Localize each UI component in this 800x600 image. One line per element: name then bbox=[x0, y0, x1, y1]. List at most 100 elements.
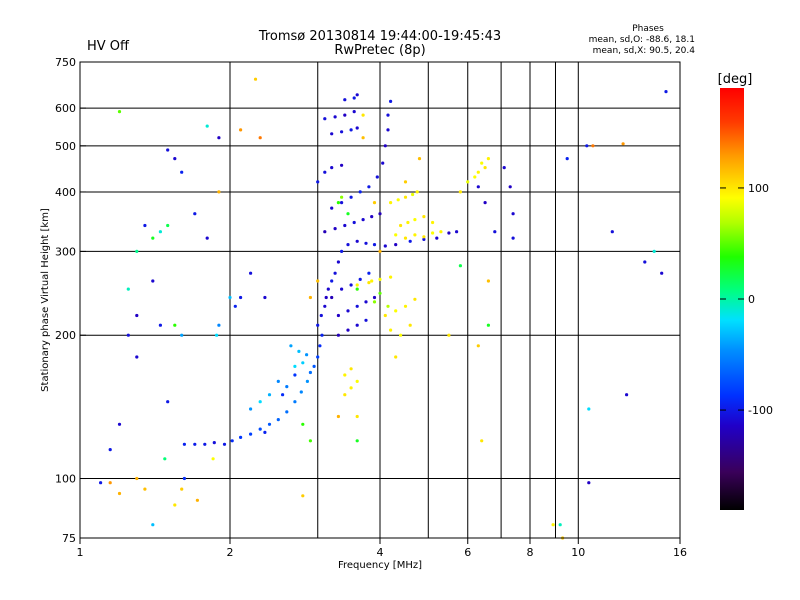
data-point-scatter bbox=[346, 212, 350, 216]
data-point-x bbox=[403, 236, 408, 240]
data-point-o bbox=[323, 117, 327, 121]
data-point-o bbox=[349, 283, 353, 287]
x-tick-label: 1 bbox=[77, 546, 84, 559]
x-tick-label: 2 bbox=[227, 546, 234, 559]
data-point-o bbox=[135, 355, 139, 359]
data-point-x bbox=[143, 487, 147, 491]
data-point-x bbox=[108, 481, 112, 485]
data-point-x bbox=[355, 283, 359, 287]
y-tick-label: 500 bbox=[55, 140, 76, 153]
data-point-o bbox=[293, 400, 297, 404]
data-point-o bbox=[383, 144, 387, 148]
data-point-o bbox=[343, 223, 347, 228]
data-point-o bbox=[372, 295, 377, 300]
data-point-o bbox=[447, 231, 451, 235]
data-point-o bbox=[372, 243, 377, 247]
data-point-o bbox=[323, 304, 327, 308]
y-tick-label: 750 bbox=[55, 56, 76, 69]
data-point-o bbox=[333, 115, 337, 119]
data-point-x bbox=[422, 215, 426, 219]
data-point-o bbox=[358, 190, 362, 194]
stats-o-line: mean, sd,O: -88.6, 18.1 bbox=[589, 35, 695, 45]
data-point-scatter bbox=[166, 223, 170, 228]
data-point-o bbox=[173, 157, 177, 161]
data-point-x bbox=[355, 379, 359, 383]
data-point-x bbox=[399, 333, 403, 337]
data-point-x bbox=[403, 195, 408, 199]
data-point-o bbox=[330, 166, 334, 170]
data-point-x bbox=[349, 367, 353, 371]
data-point-x bbox=[383, 313, 387, 318]
data-point-x bbox=[591, 144, 595, 148]
data-point-o bbox=[233, 304, 237, 308]
data-point-o bbox=[330, 279, 334, 283]
y-tick-label: 100 bbox=[55, 473, 76, 486]
data-point-x bbox=[466, 180, 470, 184]
data-point-o bbox=[336, 313, 340, 318]
data-point-x bbox=[361, 136, 365, 140]
data-point-scatter bbox=[249, 407, 253, 411]
data-point-x bbox=[308, 295, 312, 300]
colorbar-ticks: 100 0 -100 bbox=[720, 182, 773, 417]
data-point-o bbox=[343, 113, 347, 117]
data-point-o bbox=[386, 113, 390, 117]
data-point-scatter bbox=[173, 323, 177, 327]
data-point-o bbox=[340, 163, 344, 167]
data-point-scatter bbox=[340, 195, 344, 199]
data-point-x bbox=[406, 220, 410, 225]
data-point-o bbox=[222, 442, 227, 446]
data-point-o bbox=[193, 442, 197, 446]
x-axis-ticks: 1 2 4 6 8 10 16 bbox=[77, 538, 687, 559]
data-point-scatter bbox=[267, 393, 272, 397]
data-point-x bbox=[135, 476, 139, 481]
data-point-x bbox=[396, 198, 400, 202]
data-point-o bbox=[349, 195, 353, 199]
data-point-x bbox=[349, 386, 353, 390]
data-point-o bbox=[355, 126, 359, 130]
data-point-o bbox=[276, 418, 280, 422]
data-point-o bbox=[355, 239, 359, 243]
data-point-o bbox=[330, 132, 334, 136]
data-point-o bbox=[263, 295, 267, 300]
data-point-x bbox=[173, 503, 177, 507]
data-point-o bbox=[293, 373, 297, 377]
data-point-x bbox=[389, 275, 393, 279]
stats-heading: Phases bbox=[632, 24, 664, 34]
data-point-o bbox=[330, 206, 334, 210]
data-point-o bbox=[352, 96, 356, 100]
data-point-x bbox=[413, 297, 417, 301]
data-point-o bbox=[476, 185, 480, 189]
hv-status-label: HV Off bbox=[87, 39, 130, 54]
data-point-o bbox=[126, 333, 130, 337]
data-point-o bbox=[166, 400, 170, 404]
data-point-scatter bbox=[163, 457, 167, 461]
data-point-o bbox=[166, 148, 170, 152]
data-point-x bbox=[389, 201, 393, 205]
data-point-x bbox=[415, 190, 419, 194]
data-point-o bbox=[158, 323, 162, 327]
data-point-o bbox=[378, 212, 382, 216]
data-point-x bbox=[486, 279, 490, 283]
data-point-o bbox=[323, 170, 327, 174]
data-point-o bbox=[346, 328, 350, 332]
chart-title: Tromsø 20130814 19:44:00-19:45:43 bbox=[258, 29, 501, 44]
data-point-o bbox=[305, 379, 309, 383]
data-point-o bbox=[151, 279, 155, 283]
data-point-x bbox=[413, 233, 417, 237]
data-point-scatter bbox=[372, 300, 377, 304]
x-tick-label: 6 bbox=[464, 546, 471, 559]
data-point-x bbox=[483, 166, 487, 170]
data-points bbox=[99, 77, 668, 540]
data-point-o bbox=[299, 390, 303, 394]
data-point-o bbox=[565, 157, 569, 161]
data-point-o bbox=[625, 393, 629, 397]
data-point-o bbox=[312, 364, 316, 368]
data-point-o bbox=[364, 318, 368, 322]
data-point-o bbox=[375, 175, 379, 179]
data-point-x bbox=[117, 491, 122, 496]
data-point-x bbox=[361, 113, 365, 117]
data-point-o bbox=[108, 448, 112, 452]
data-point-scatter bbox=[289, 344, 293, 348]
